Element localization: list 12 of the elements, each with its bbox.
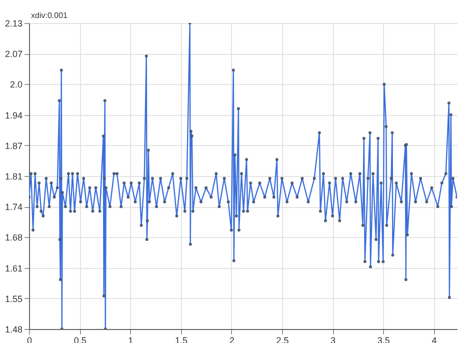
y-tick-label: 1.48 — [4, 324, 22, 334]
y-tick-label: 1.55 — [4, 294, 22, 304]
y-tick-label: 2.13 — [4, 18, 22, 28]
y-tick-label: 1.81 — [4, 172, 22, 182]
y-tick-label: 2.0 — [10, 80, 22, 90]
y-tick-label: 1.68 — [4, 232, 22, 243]
y-tick-label: 2.07 — [4, 49, 22, 60]
y-tick-label: 1.94 — [4, 110, 22, 120]
y-tick-label: 1.61 — [4, 263, 22, 274]
y-tick-label: 1.74 — [4, 202, 22, 212]
y-tick-label: 1.87 — [4, 140, 22, 151]
text: xdiv:0.001 — [31, 11, 68, 20]
